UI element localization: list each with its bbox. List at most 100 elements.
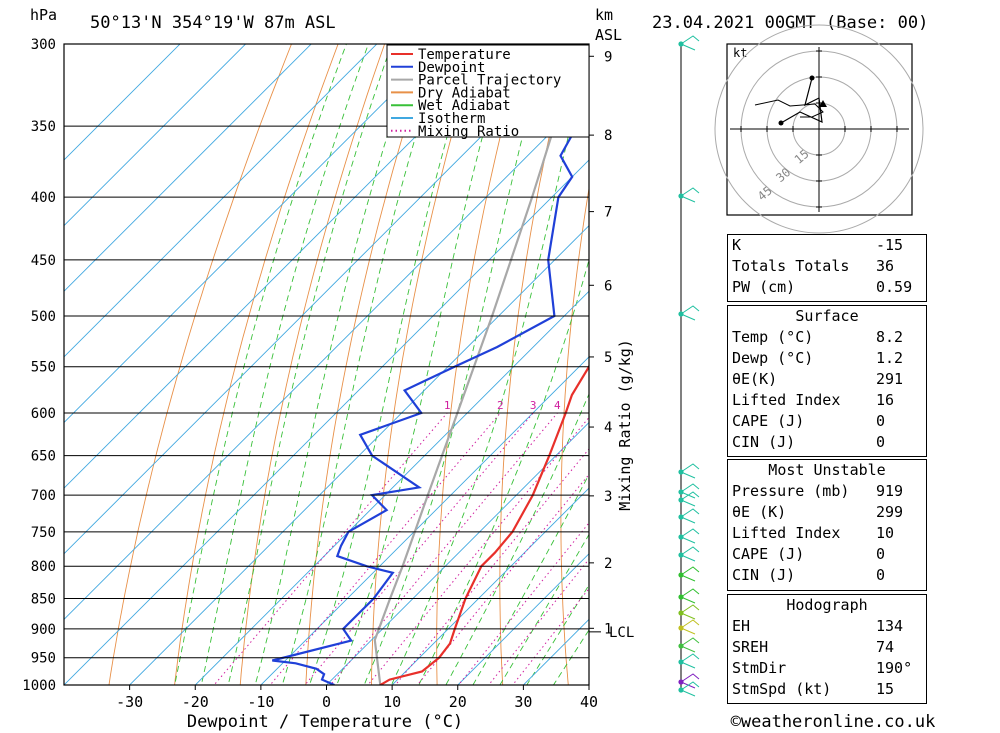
temp-tick-label: -20 <box>182 693 209 711</box>
km-tick-label: 4 <box>604 420 612 436</box>
wet-adiabat <box>174 44 347 685</box>
mixing-ratio-label: 4 <box>554 399 561 412</box>
isotherm <box>64 44 247 227</box>
temp-tick-label: -30 <box>116 693 143 711</box>
index-value: 190° <box>876 659 913 677</box>
mixing-ratio-line <box>394 448 589 685</box>
mixing-ratio-line <box>488 558 589 685</box>
mixing-ratio-label: 20 <box>700 399 713 412</box>
km-tick-label: 9 <box>604 49 612 65</box>
legend-entry: Parcel Trajectory <box>418 73 561 89</box>
km-tick-label: 3 <box>604 489 612 505</box>
index-label: PW (cm) <box>732 278 796 296</box>
dry-adiabat <box>108 44 292 685</box>
dry-adiabat <box>940 0 1000 711</box>
pressure-tick-label: 800 <box>31 559 56 575</box>
wind-barb <box>680 508 700 524</box>
index-value: -15 <box>876 236 904 254</box>
index-row: θE(K) 291 <box>728 369 920 390</box>
mixing-ratio-label: 6 <box>589 399 596 412</box>
index-row: θE (K) 299 <box>728 502 920 523</box>
isotherm <box>391 487 589 685</box>
mixing-ratio-line <box>457 522 589 685</box>
pressure-tick-label: 900 <box>31 622 56 638</box>
hodograph-trace <box>754 99 824 118</box>
index-row: Pressure (mb) 919 <box>728 481 920 502</box>
index-row: CIN (J) 0 <box>728 432 920 453</box>
isotherm <box>64 44 378 358</box>
pressure-tick-label: 850 <box>31 591 56 607</box>
wind-barb <box>680 546 700 562</box>
wind-barb <box>680 305 700 321</box>
hodograph-index-box: Hodograph EH 134 SREH 74 StmDir 190° StmSpd (k… <box>727 594 927 704</box>
isotherm <box>194 290 589 685</box>
wind-barb <box>680 619 700 635</box>
isotherm <box>64 44 312 292</box>
credit: ©weatheronline.co.uk <box>731 712 936 732</box>
legend-entry: Wet Adiabat <box>418 98 511 114</box>
location-title: 50°13'N 354°19'W 87m ASL <box>90 13 336 33</box>
isotherm <box>325 421 589 685</box>
index-row: StmSpd (kt) 15 <box>728 679 920 700</box>
hodograph-index-title: Hodograph <box>786 596 868 614</box>
wet-adiabat <box>526 584 589 685</box>
asl-unit: ASL <box>595 26 622 44</box>
index-row: Lifted Index 10 <box>728 523 920 544</box>
wind-barb <box>680 604 700 620</box>
temp-tick-label: -10 <box>247 693 274 711</box>
pressure-tick-label: 650 <box>31 449 56 465</box>
km-tick-label: 8 <box>604 128 612 144</box>
mixing-ratio-line <box>512 587 589 685</box>
index-label: StmDir <box>732 659 787 677</box>
most-unstable-box: Most Unstable Pressure (mb) 919 θE (K) 299 L… <box>727 459 927 591</box>
km-tick-label: 6 <box>604 278 612 294</box>
index-value: 291 <box>876 370 904 388</box>
mixing-ratio-label: 2 <box>497 399 504 412</box>
index-label: Lifted Index <box>732 391 841 409</box>
index-label: CAPE (J) <box>732 412 805 430</box>
surface-title: Surface <box>795 307 859 325</box>
km-tick-label: 1 <box>604 621 612 637</box>
index-label: θE(K) <box>732 370 778 388</box>
index-row: Temp (°C) 8.2 <box>728 327 920 348</box>
index-row: Lifted Index 16 <box>728 390 920 411</box>
wind-barb <box>680 187 700 203</box>
km-unit: km <box>595 6 613 24</box>
mixing-ratio-label: 15 <box>671 399 684 412</box>
temperature-profile <box>379 363 589 685</box>
temp-tick-label: 10 <box>383 693 401 711</box>
wet-adiabat <box>445 392 589 685</box>
index-label: CIN (J) <box>732 566 796 584</box>
pressure-tick-label: 1000 <box>22 678 56 694</box>
isotherm <box>457 553 589 685</box>
legend-entry: Isotherm <box>418 111 485 127</box>
hodograph-point <box>778 120 784 126</box>
mixing-ratio-label: 3 <box>530 399 537 412</box>
index-value: 0 <box>876 433 886 451</box>
wind-barb <box>680 637 700 653</box>
surface-box: Surface Temp (°C) 8.2 Dewp (°C) 1.2 θE(K) 291… <box>727 305 927 457</box>
pressure-tick-label: 500 <box>31 309 56 325</box>
indices-top-box: K -15 Totals Totals 36 PW (cm) 0.59 <box>727 234 927 302</box>
pressure-tick-label: 550 <box>31 360 56 376</box>
dry-adiabat <box>678 0 730 711</box>
index-label: Temp (°C) <box>732 328 814 346</box>
mixing-ratio-line <box>304 412 534 685</box>
index-value: 15 <box>876 680 895 698</box>
wind-barb <box>680 673 700 689</box>
index-label: Lifted Index <box>732 524 841 542</box>
dry-adiabat <box>989 0 1000 711</box>
wind-barb <box>680 491 700 507</box>
index-value: 0 <box>876 412 886 430</box>
legend-entry: Dry Adiabat <box>418 85 511 101</box>
hodograph-point <box>809 75 815 81</box>
index-row: CAPE (J) 0 <box>728 411 920 432</box>
hodograph-ring <box>714 24 924 234</box>
index-row: K -15 <box>728 235 920 256</box>
legend-entry: Mixing Ratio <box>418 124 519 140</box>
mixing-ratio-line <box>329 412 558 685</box>
temp-tick-label: 0 <box>322 693 331 711</box>
index-row: EH 134 <box>728 616 920 637</box>
index-label: Totals Totals <box>732 257 850 275</box>
